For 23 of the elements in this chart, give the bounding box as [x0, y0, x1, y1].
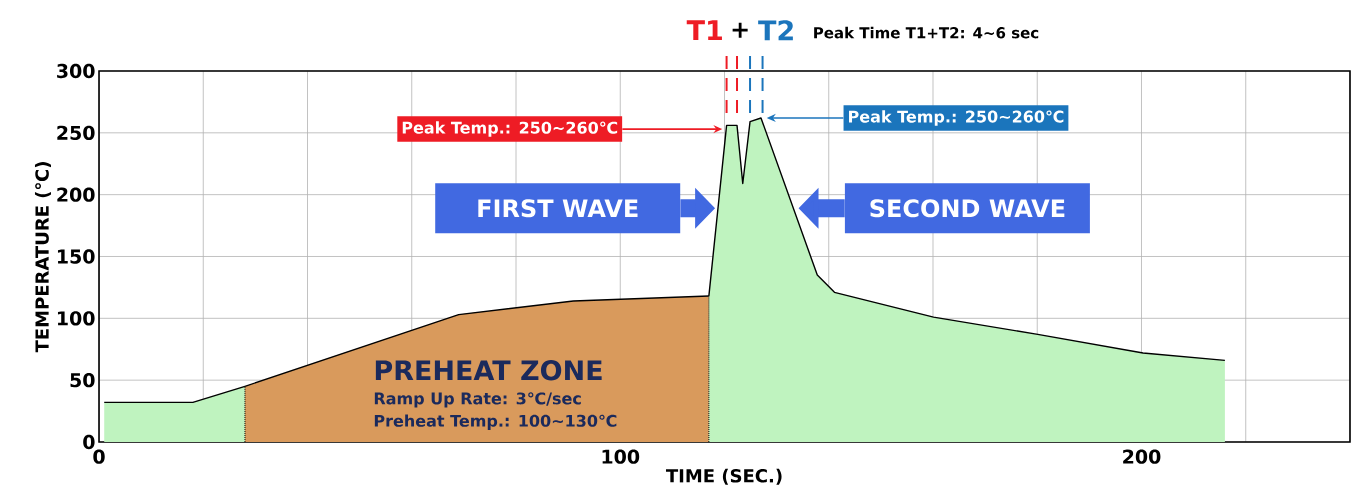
x-tick-label: 100	[602, 449, 640, 464]
y-tick-label: 0	[83, 434, 95, 450]
y-tick-label: 300	[57, 63, 95, 79]
x-axis-title: TIME (SEC.)	[665, 468, 782, 485]
annotation: Peak Temp.: 250~260℃	[849, 110, 1064, 126]
x-tick-label: 200	[1123, 449, 1161, 464]
annotation: Preheat Temp.: 100~130℃	[374, 414, 617, 430]
text: T1	[686, 20, 722, 41]
text: +	[732, 22, 748, 38]
text: Peak Time T1+T2: 4~6 sec	[814, 26, 1039, 39]
annotation: FIRST WAVE	[478, 199, 638, 218]
text: T2	[758, 20, 793, 41]
y-tick-label: 50	[70, 372, 95, 388]
annotation: PREHEAT ZONE	[375, 360, 602, 381]
y-tick-label: 150	[57, 249, 95, 264]
annotation: Peak Temp.: 250~260℃	[402, 121, 618, 137]
y-tick-label: 100	[57, 311, 95, 326]
annotation: SECOND WAVE	[870, 199, 1065, 218]
annotation: Ramp Up Rate: 3℃/sec	[374, 392, 581, 408]
y-axis-title: TEMPERATURE (℃)	[34, 162, 51, 353]
y-tick-label: 200	[57, 187, 95, 202]
x-tick-label: 0	[93, 449, 105, 464]
y-tick-label: 250	[57, 125, 95, 140]
